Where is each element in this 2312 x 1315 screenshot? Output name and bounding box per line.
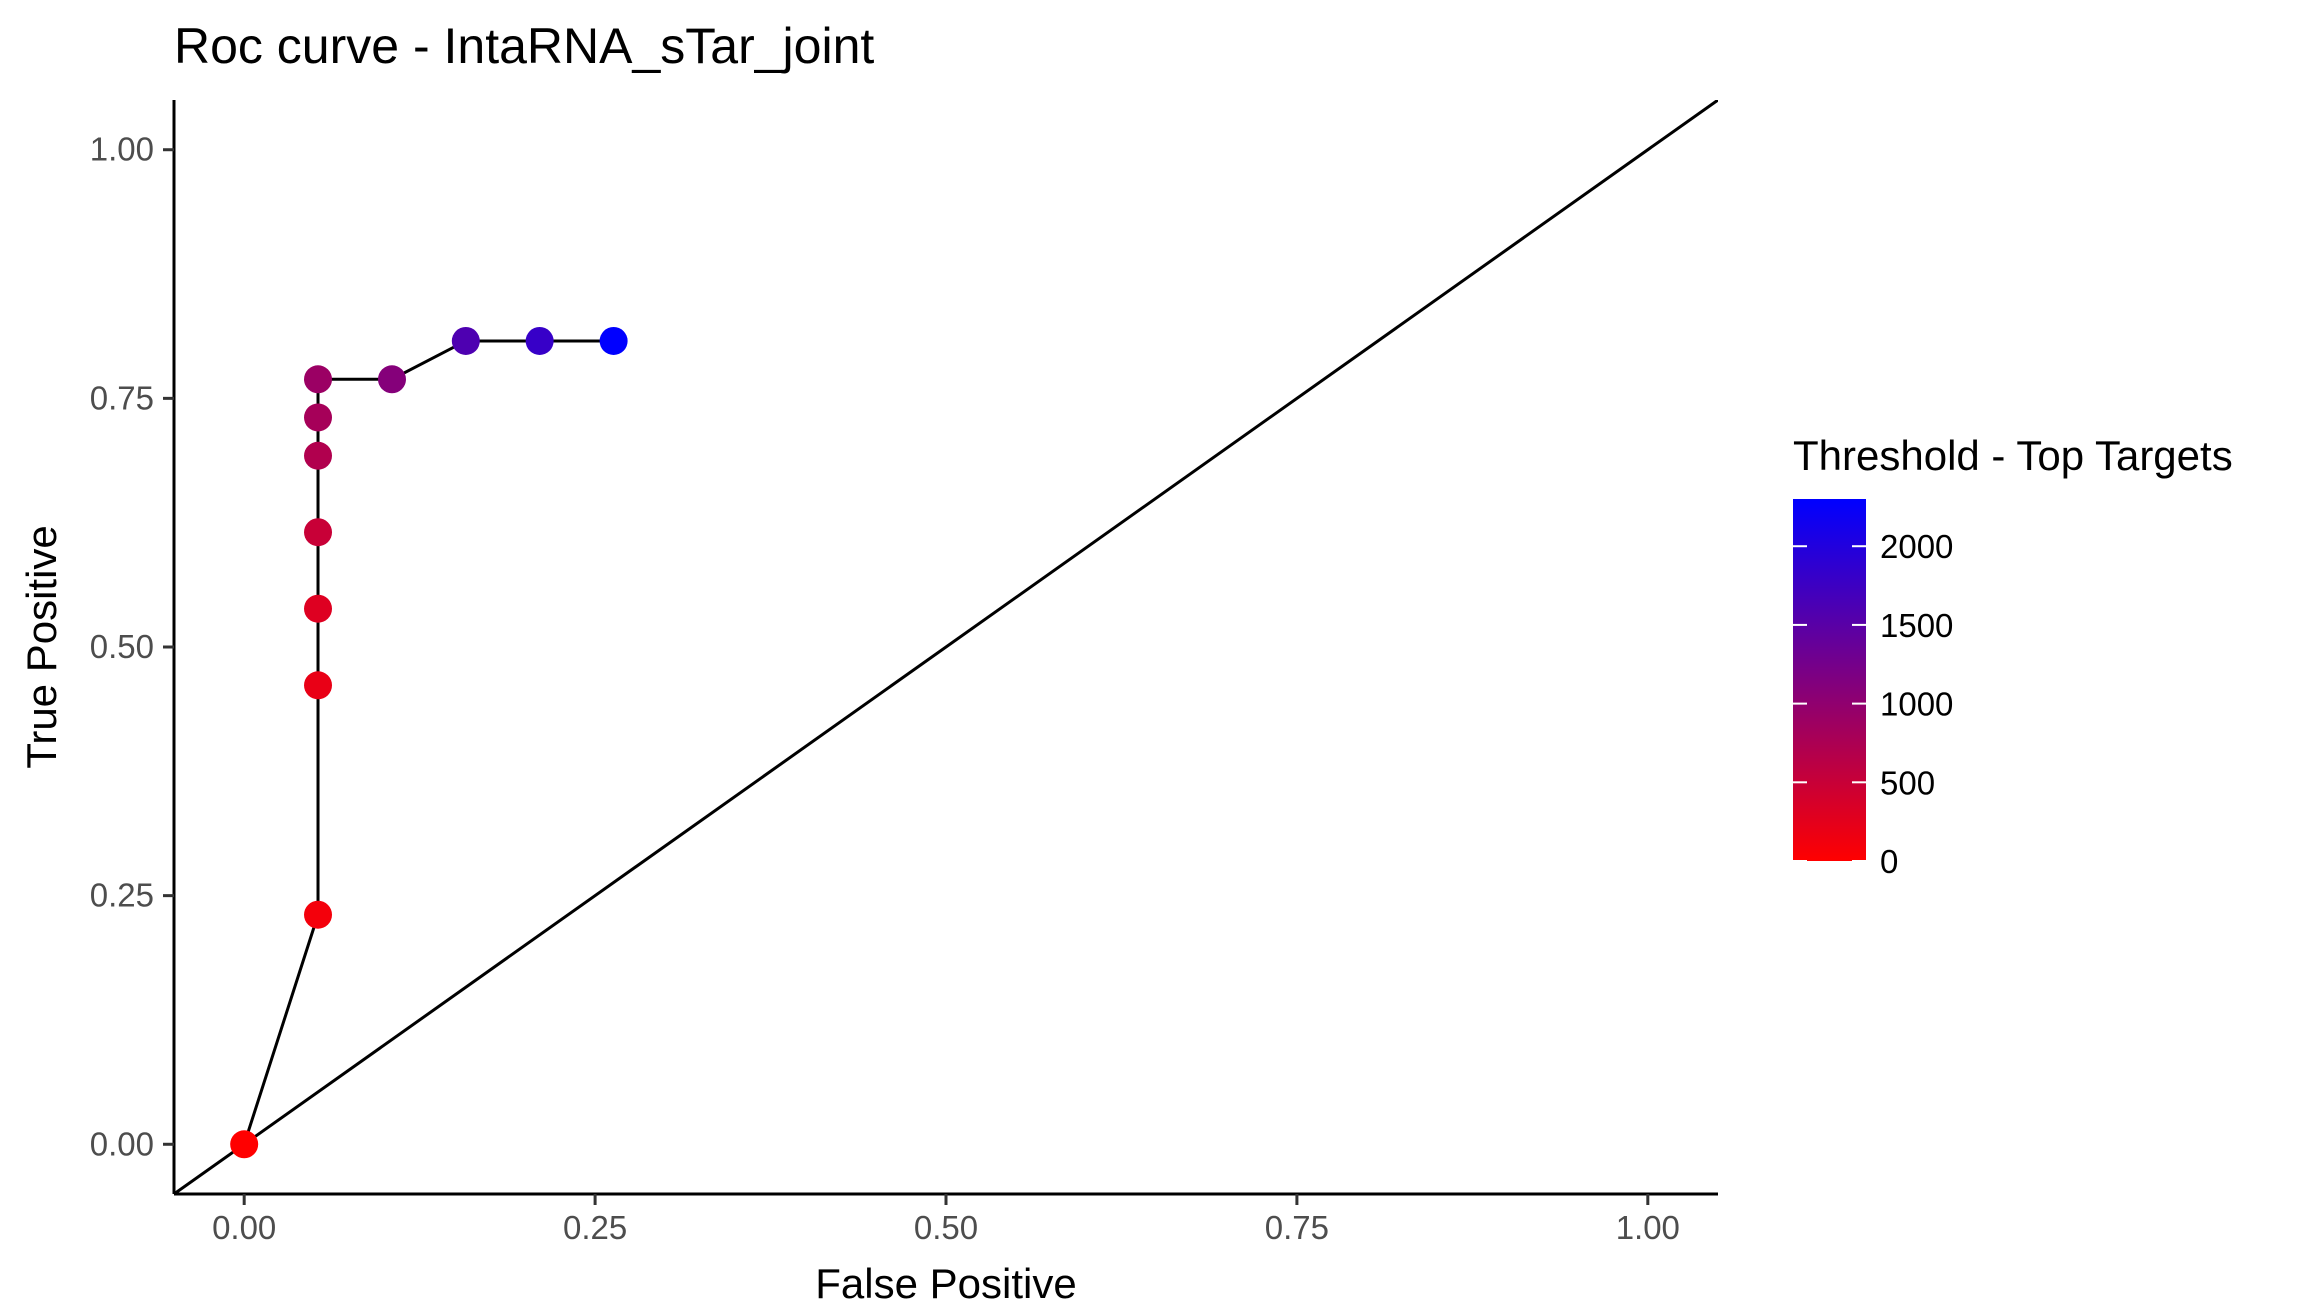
- roc-curve-layer: [242, 339, 614, 1145]
- roc-point: [304, 403, 333, 432]
- legend-title: Threshold - Top Targets: [1793, 432, 2233, 479]
- roc-point: [304, 441, 333, 470]
- y-axis-ticks: 0.00 0.25 0.50 0.75 1.00: [90, 131, 174, 1162]
- roc-point: [451, 326, 480, 355]
- reference-diagonal-line: [174, 100, 1718, 1194]
- y-tick-label: 0.75: [90, 379, 154, 416]
- x-axis-ticks: 0.00 0.25 0.50 0.75 1.00: [212, 1194, 1680, 1246]
- roc-curve-line: [242, 339, 614, 1145]
- plot-area: [174, 100, 1718, 1194]
- y-tick-label: 0.25: [90, 877, 154, 914]
- x-tick-label: 0.50: [914, 1209, 978, 1246]
- reference-layer: [174, 100, 1718, 1194]
- roc-point: [230, 1130, 259, 1159]
- roc-point: [304, 594, 333, 623]
- legend-colorbar: [1793, 499, 1866, 861]
- legend-break-label: 2000: [1880, 528, 1953, 565]
- y-axis-title: True Positive: [18, 525, 65, 769]
- legend-break-label: 500: [1880, 764, 1935, 801]
- color-legend: Threshold - Top Targets 0 500 1000 1500 2000: [1793, 432, 2233, 880]
- x-axis-title: False Positive: [815, 1260, 1076, 1307]
- legend-break-label: 0: [1880, 843, 1898, 880]
- roc-point: [599, 326, 628, 355]
- x-tick-label: 0.75: [1265, 1209, 1329, 1246]
- legend-break-label: 1000: [1880, 686, 1953, 723]
- x-tick-label: 0.00: [212, 1209, 276, 1246]
- roc-point: [377, 365, 406, 394]
- points-layer: [230, 326, 628, 1159]
- x-tick-label: 1.00: [1616, 1209, 1680, 1246]
- y-tick-label: 0.00: [90, 1125, 154, 1162]
- roc-point: [304, 671, 333, 700]
- roc-point: [525, 326, 554, 355]
- roc-point: [304, 518, 333, 547]
- legend-break-label: 1500: [1880, 607, 1953, 644]
- legend-breaks: 0 500 1000 1500 2000: [1793, 528, 1953, 880]
- roc-point: [304, 365, 333, 394]
- y-tick-label: 1.00: [90, 131, 154, 168]
- roc-point: [304, 900, 333, 929]
- y-tick-label: 0.50: [90, 628, 154, 665]
- x-tick-label: 0.25: [563, 1209, 627, 1246]
- chart-title: Roc curve - IntaRNA_sTar_joint: [174, 18, 874, 74]
